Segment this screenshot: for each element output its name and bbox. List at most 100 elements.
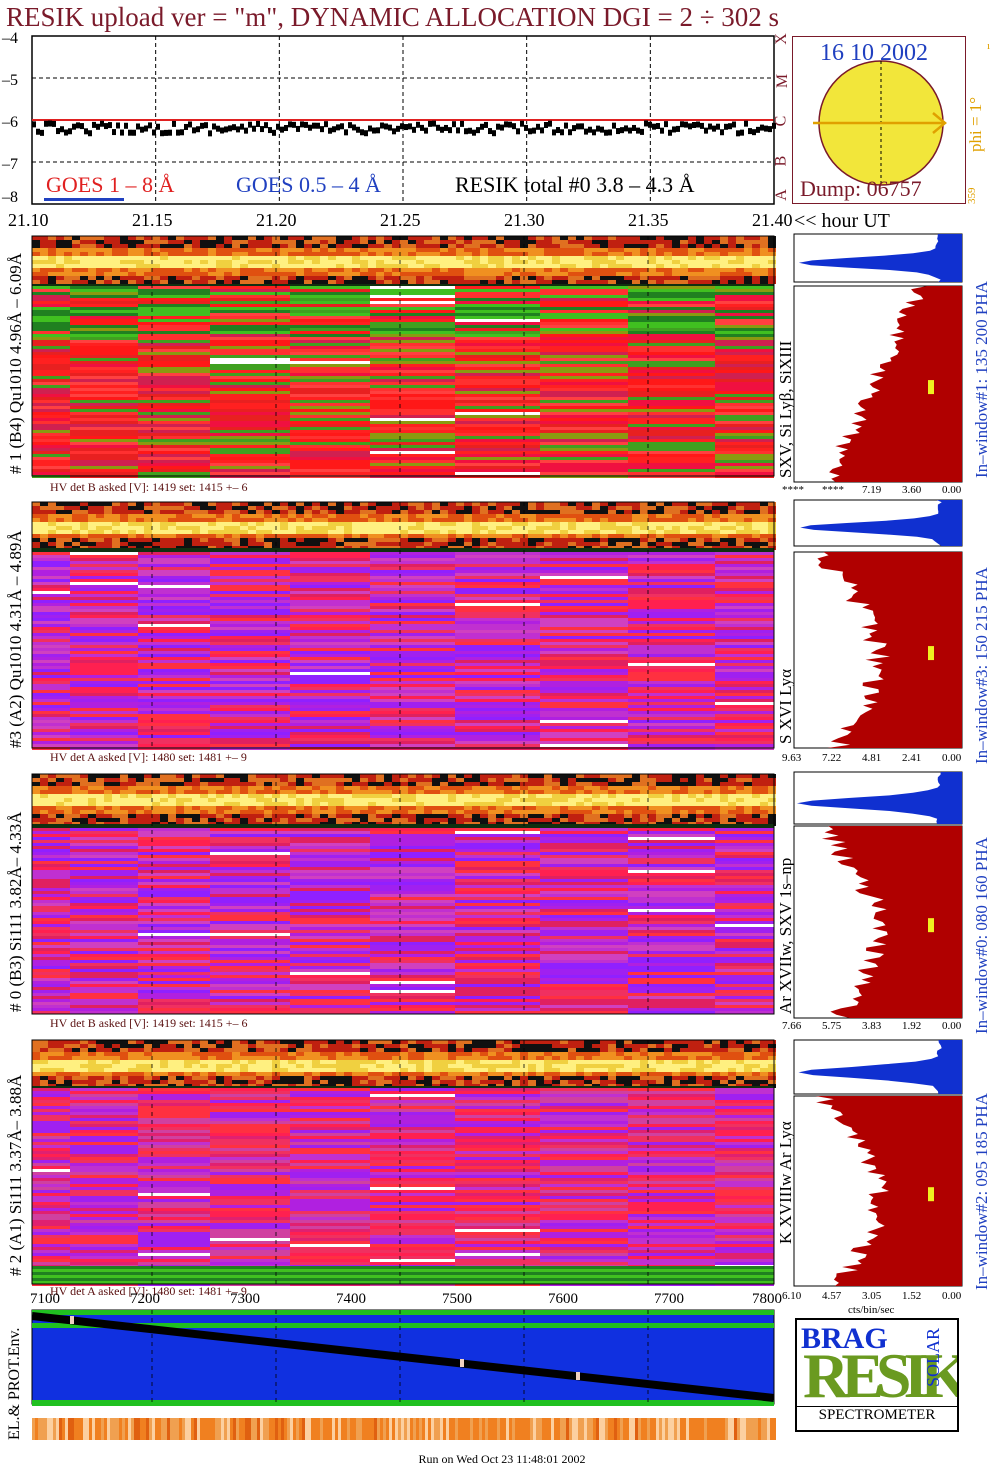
spectrogram-cell — [432, 814, 440, 818]
spectrogram-cell — [96, 502, 104, 506]
spectrogram-cell — [160, 786, 168, 790]
spectrogram-cell — [752, 814, 760, 818]
spectrogram-row — [540, 325, 628, 328]
spectrogram-cell — [368, 814, 376, 818]
spectrogram-row — [715, 696, 774, 699]
spectrogram-cell — [768, 236, 776, 240]
spectrogram-cell — [464, 538, 472, 542]
spectrogram-cell — [648, 774, 656, 778]
spectrogram-cell — [416, 782, 424, 786]
spectrogram-cell — [680, 814, 688, 818]
spectrogram-cell — [768, 798, 776, 802]
spectrogram-row — [540, 364, 628, 367]
spectrogram-cell — [360, 814, 368, 818]
spectrogram-cell — [560, 514, 568, 518]
spectrogram-cell — [128, 264, 136, 268]
spectrogram-cell — [568, 790, 576, 794]
spectrogram-cell — [376, 510, 384, 514]
spectrogram-row — [138, 738, 210, 741]
spectrogram-cell — [424, 260, 432, 264]
spectrogram-row — [138, 648, 210, 651]
spectrogram-cell — [224, 256, 232, 260]
spectrogram-cell — [352, 814, 360, 818]
spectrogram-row — [628, 424, 715, 427]
spectrogram-cell — [104, 794, 112, 798]
spectrogram-cell — [120, 538, 128, 542]
spectrogram-cell — [88, 530, 96, 534]
spectrogram-cell — [488, 276, 496, 280]
spectrogram-cell — [240, 248, 248, 252]
spectrogram-cell — [248, 268, 256, 272]
spectrogram-row — [455, 370, 540, 373]
spectrogram-row — [210, 681, 290, 684]
spectrogram-cell — [80, 268, 88, 272]
spectrogram-row — [540, 729, 628, 732]
spectrogram-row — [290, 672, 370, 675]
spectrogram-cell — [584, 280, 592, 284]
resik-total-point — [244, 127, 248, 134]
spectrogram-cell — [488, 790, 496, 794]
spectrogram-cell — [112, 268, 120, 272]
spectrogram-cell — [304, 818, 312, 822]
spectrogram-cell — [760, 802, 768, 806]
spectrogram-row — [715, 588, 774, 591]
spectrogram-row — [628, 394, 715, 397]
spectrogram-cell — [520, 530, 528, 534]
spectrogram-cell — [56, 256, 64, 260]
spectrogram-row — [628, 445, 715, 448]
spectrogram-row — [70, 696, 138, 699]
spectrogram-cell — [192, 514, 200, 518]
spectrogram-row — [70, 828, 138, 831]
spectrogram-row — [370, 630, 455, 633]
spectrogram-cell — [304, 252, 312, 256]
spectrogram-cell — [512, 518, 520, 522]
spectrogram-row — [715, 325, 774, 328]
spectrogram-cell — [88, 276, 96, 280]
spectrogram-cell — [144, 240, 152, 244]
spectrogram-cell — [632, 802, 640, 806]
spectrogram-row — [290, 615, 370, 618]
spectrogram-cell — [560, 272, 568, 276]
spectrogram-cell — [632, 272, 640, 276]
spectrogram-cell — [480, 280, 488, 284]
spectrogram-cell — [136, 506, 144, 510]
spectrogram-cell — [344, 794, 352, 798]
spectrogram-row — [455, 316, 540, 319]
spectrogram-cell — [592, 814, 600, 818]
spectrogram-cell — [632, 778, 640, 782]
spectrogram-row — [715, 367, 774, 370]
spectrogram-cell — [96, 252, 104, 256]
spectrogram-cell — [520, 248, 528, 252]
spectrogram-cell — [712, 280, 720, 284]
spectrogram-cell — [304, 244, 312, 248]
spectrogram-cell — [368, 810, 376, 814]
spectrogram-cell — [640, 248, 648, 252]
spectrogram-cell — [80, 814, 88, 818]
spectrogram-cell — [88, 264, 96, 268]
resik-total-point — [280, 126, 284, 133]
spectrogram-cell — [360, 534, 368, 538]
spectrogram-cell — [504, 542, 512, 546]
spectrogram-cell — [712, 782, 720, 786]
spectrogram-row — [210, 307, 290, 310]
spectrogram-cell — [576, 280, 584, 284]
resik-total-point — [148, 122, 152, 129]
spectrogram-row — [210, 370, 290, 373]
spectrogram-cell — [648, 236, 656, 240]
spectrogram-cell — [40, 502, 48, 506]
spectrogram-cell — [720, 248, 728, 252]
spectrogram-row — [210, 666, 290, 669]
resik-total-point — [264, 122, 268, 129]
spectrogram-cell — [184, 268, 192, 272]
spectrogram-row — [210, 705, 290, 708]
resik-total-point — [164, 129, 168, 136]
spectrogram-row — [138, 672, 210, 675]
spectrogram-row — [290, 373, 370, 376]
spectrogram-row — [715, 603, 774, 606]
spectrogram-row — [370, 705, 455, 708]
spectrogram-cell — [648, 514, 656, 518]
spectrogram-cell — [416, 260, 424, 264]
spectrogram-cell — [448, 268, 456, 272]
spectrogram-cell — [32, 236, 40, 240]
spectrogram-row — [70, 603, 138, 606]
